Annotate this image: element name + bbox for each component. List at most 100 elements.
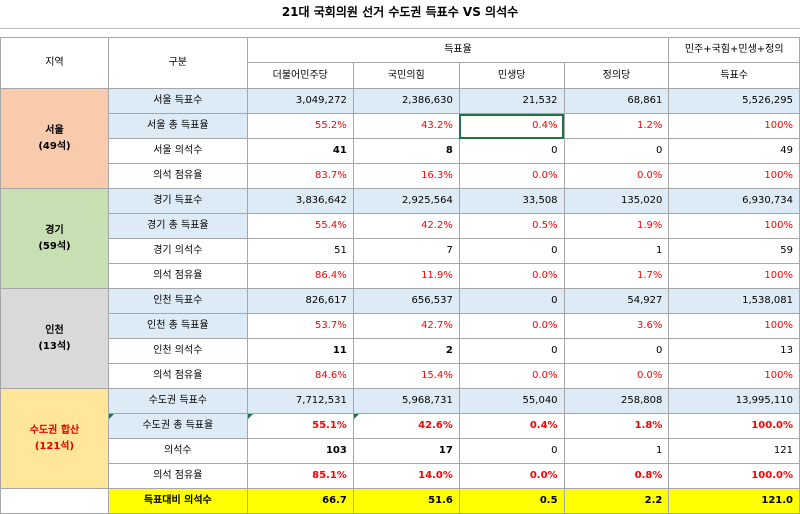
cell[interactable]: 0.0% (563, 363, 670, 389)
cell[interactable]: 1 (563, 438, 670, 464)
row-label[interactable]: 수도권 득표수 (107, 388, 248, 414)
cell[interactable]: 33,508 (458, 188, 565, 214)
cell[interactable]: 66.7 (246, 488, 354, 514)
cell[interactable]: 13,995,110 (668, 388, 800, 414)
cell[interactable]: 1,538,081 (668, 288, 800, 314)
cell[interactable]: 1 (563, 238, 670, 264)
cell[interactable]: 1.8% (563, 413, 670, 439)
cell[interactable]: 0.0% (458, 163, 565, 189)
cell[interactable]: 55.2% (246, 113, 354, 139)
row-label[interactable]: 경기 총 득표율 (107, 213, 248, 239)
row-label[interactable]: 의석 점유율 (107, 363, 248, 389)
cell[interactable]: 85.1% (246, 463, 354, 489)
cell[interactable]: 0.0% (458, 313, 565, 339)
cell[interactable]: 100% (668, 163, 800, 189)
cell[interactable]: 43.2% (352, 113, 460, 139)
cell[interactable]: 0 (458, 138, 565, 164)
row-label[interactable]: 경기 의석수 (107, 238, 248, 264)
row-label[interactable]: 의석 점유율 (107, 163, 248, 189)
cell[interactable]: 84.6% (246, 363, 354, 389)
row-label[interactable]: 수도권 총 득표율 (107, 413, 248, 439)
cell[interactable]: 100% (668, 313, 800, 339)
cell[interactable]: 2,386,630 (352, 88, 460, 114)
cell[interactable]: 53.7% (246, 313, 354, 339)
empty-cell[interactable] (0, 488, 109, 514)
row-label[interactable]: 득표대비 의석수 (107, 488, 248, 514)
cell[interactable]: 100.0% (668, 463, 800, 489)
cell[interactable]: 3,836,642 (246, 188, 354, 214)
cell[interactable]: 656,537 (352, 288, 460, 314)
cell[interactable]: 2.2 (563, 488, 670, 514)
cell[interactable]: 54,927 (563, 288, 670, 314)
cell[interactable]: 0 (458, 238, 565, 264)
cell[interactable]: 21,532 (458, 88, 565, 114)
cell[interactable]: 100.0% (668, 413, 800, 439)
row-label[interactable]: 경기 득표수 (107, 188, 248, 214)
cell[interactable]: 83.7% (246, 163, 354, 189)
cell[interactable]: 0 (458, 438, 565, 464)
cell[interactable]: 1.7% (563, 263, 670, 289)
cell[interactable]: 16.3% (352, 163, 460, 189)
cell[interactable]: 100% (668, 113, 800, 139)
row-label[interactable]: 인천 의석수 (107, 338, 248, 364)
cell[interactable]: 51.6 (352, 488, 460, 514)
cell[interactable]: 0 (563, 338, 670, 364)
cell[interactable]: 0.0% (458, 463, 565, 489)
cell[interactable]: 51 (246, 238, 354, 264)
cell[interactable]: 0.0% (563, 163, 670, 189)
cell[interactable]: 13 (668, 338, 800, 364)
cell[interactable]: 49 (668, 138, 800, 164)
cell[interactable]: 3.6% (563, 313, 670, 339)
cell[interactable]: 0.8% (563, 463, 670, 489)
row-label[interactable]: 의석수 (107, 438, 248, 464)
cell[interactable]: 1.9% (563, 213, 670, 239)
cell[interactable]: 100% (668, 263, 800, 289)
cell[interactable]: 100% (668, 363, 800, 389)
cell[interactable]: 41 (246, 138, 354, 164)
cell[interactable]: 11.9% (352, 263, 460, 289)
cell[interactable]: 100% (668, 213, 800, 239)
cell[interactable]: 0.0% (458, 363, 565, 389)
cell[interactable]: 6,930,734 (668, 188, 800, 214)
cell[interactable]: 42.7% (352, 313, 460, 339)
cell[interactable]: 5,968,731 (352, 388, 460, 414)
cell[interactable]: 42.2% (352, 213, 460, 239)
row-label[interactable]: 인천 총 득표율 (107, 313, 248, 339)
cell[interactable]: 2 (352, 338, 460, 364)
cell[interactable]: 0.0% (458, 263, 565, 289)
cell[interactable]: 15.4% (352, 363, 460, 389)
region-cell-capital-total[interactable]: 수도권 합산 (121석) (0, 388, 109, 489)
cell[interactable]: 0.5 (458, 488, 565, 514)
cell[interactable]: 42.6% (352, 413, 460, 439)
cell[interactable]: 3,049,272 (246, 88, 354, 114)
cell[interactable]: 8 (352, 138, 460, 164)
row-label[interactable]: 의석 점유율 (107, 463, 248, 489)
row-label[interactable]: 인천 득표수 (107, 288, 248, 314)
row-label[interactable]: 서울 의석수 (107, 138, 248, 164)
cell[interactable]: 5,526,295 (668, 88, 800, 114)
cell[interactable]: 826,617 (246, 288, 354, 314)
cell[interactable]: 68,861 (563, 88, 670, 114)
cell[interactable]: 7,712,531 (246, 388, 354, 414)
selected-cell[interactable]: 0.4% (458, 113, 565, 139)
cell[interactable]: 0 (563, 138, 670, 164)
cell[interactable]: 14.0% (352, 463, 460, 489)
cell[interactable]: 86.4% (246, 263, 354, 289)
cell[interactable]: 1.2% (563, 113, 670, 139)
cell[interactable]: 11 (246, 338, 354, 364)
cell[interactable]: 55.1% (246, 413, 354, 439)
cell[interactable]: 135,020 (563, 188, 670, 214)
cell[interactable]: 55.4% (246, 213, 354, 239)
cell[interactable]: 258,808 (563, 388, 670, 414)
region-cell-incheon[interactable]: 인천 (13석) (0, 288, 109, 389)
cell[interactable]: 121 (668, 438, 800, 464)
region-cell-seoul[interactable]: 서울 (49석) (0, 88, 109, 189)
cell[interactable]: 59 (668, 238, 800, 264)
region-cell-gyeonggi[interactable]: 경기 (59석) (0, 188, 109, 289)
cell[interactable]: 55,040 (458, 388, 565, 414)
cell[interactable]: 17 (352, 438, 460, 464)
row-label[interactable]: 서울 득표수 (107, 88, 248, 114)
cell[interactable]: 7 (352, 238, 460, 264)
row-label[interactable]: 의석 점유율 (107, 263, 248, 289)
cell[interactable]: 0 (458, 338, 565, 364)
